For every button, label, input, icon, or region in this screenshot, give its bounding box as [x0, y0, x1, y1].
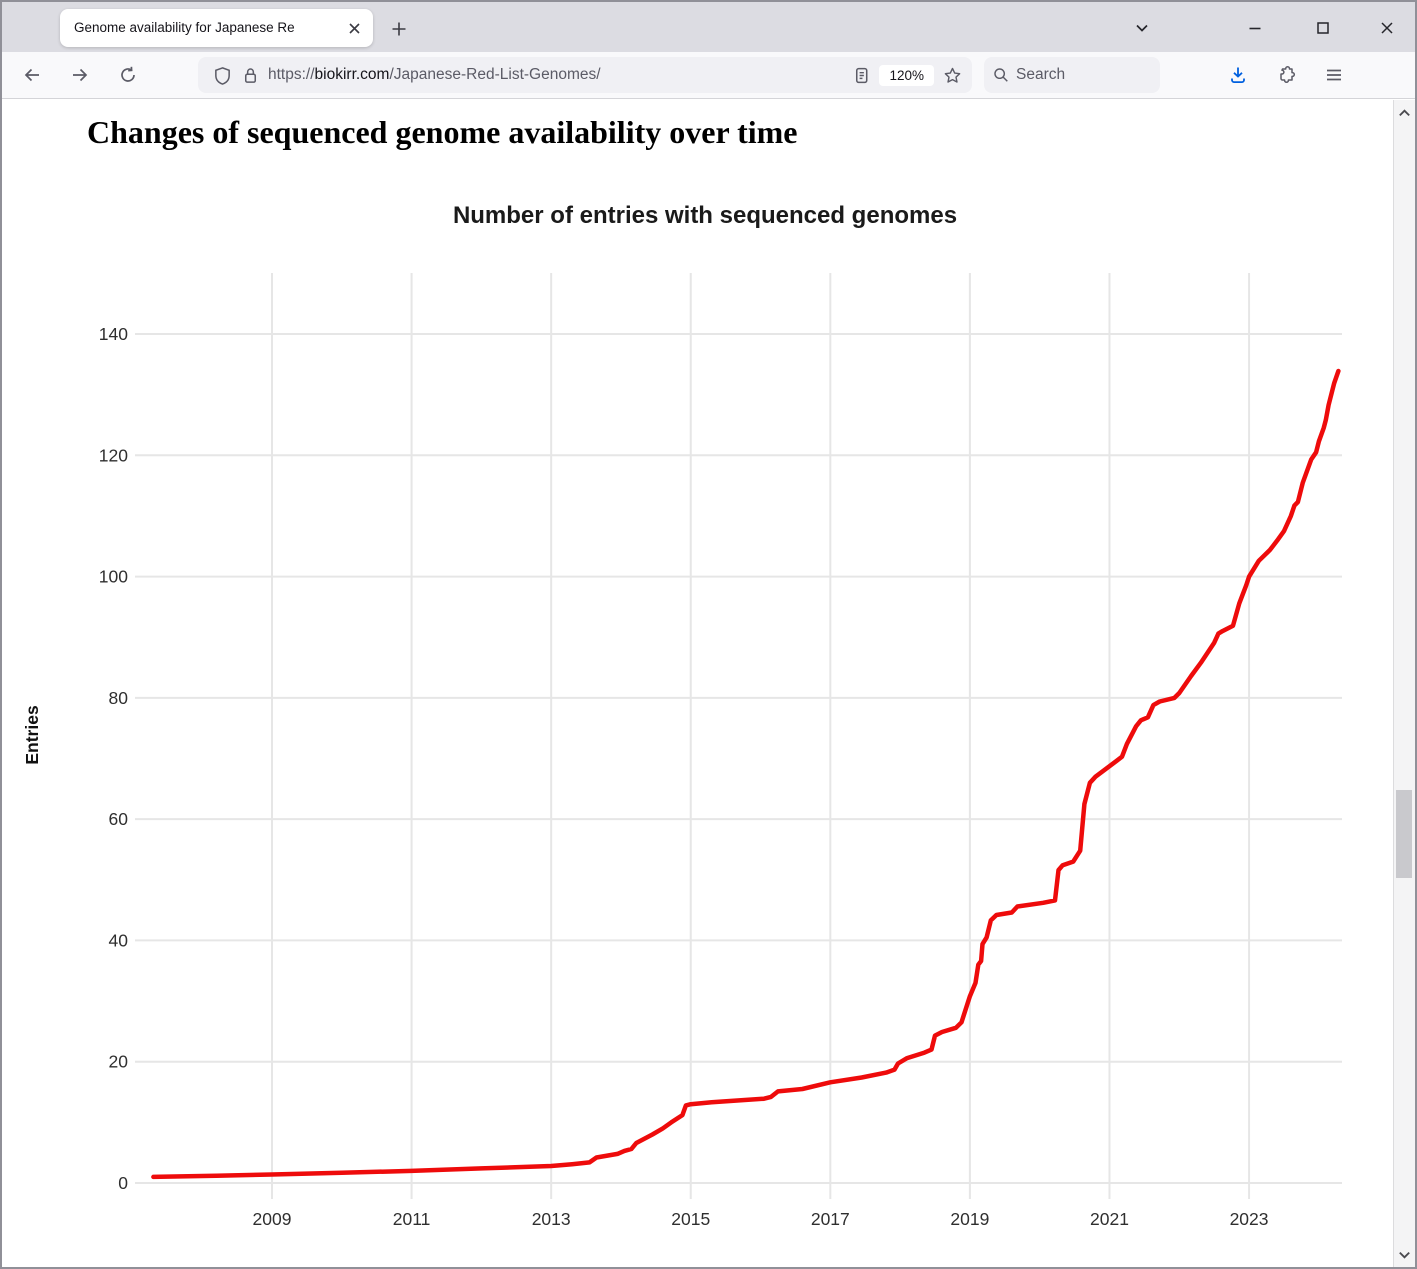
x-tick-label: 2011 — [393, 1209, 431, 1229]
maximize-icon — [1317, 22, 1329, 34]
reload-icon — [121, 66, 135, 82]
y-tick-label: 140 — [99, 324, 128, 344]
y-tick-label: 60 — [109, 809, 129, 829]
back-icon — [24, 68, 39, 82]
x-tick-label: 2023 — [1230, 1209, 1269, 1229]
url-bar[interactable]: https://biokirr.com/Japanese-Red-List-Ge… — [198, 57, 972, 93]
search-icon — [994, 68, 1008, 82]
search-placeholder: Search — [1016, 66, 1066, 83]
tab-close-button[interactable] — [343, 17, 365, 39]
reload-button[interactable] — [110, 57, 146, 93]
y-tick-label: 20 — [109, 1052, 129, 1072]
close-icon — [348, 22, 360, 34]
scroll-down-button[interactable] — [1394, 1243, 1415, 1265]
y-tick-label: 120 — [99, 445, 128, 465]
url-path: /Japanese-Red-List-Genomes/ — [389, 66, 601, 83]
chart-canvas: 2009 2011 2013 2015 2017 2019 2021 2023 0 20 40 60 8… — [99, 273, 1342, 1229]
page-content: Changes of sequenced genome availability… — [2, 100, 1415, 1267]
url-domain: biokirr.com — [314, 66, 390, 83]
y-tick-label: 100 — [99, 567, 128, 587]
x-tick-label: 2009 — [253, 1209, 292, 1229]
scroll-up-icon — [1399, 108, 1410, 116]
forward-button[interactable] — [62, 57, 98, 93]
url-scheme: https:// — [268, 66, 315, 83]
minimize-icon — [1249, 27, 1261, 30]
chart-title: Number of entries with sequenced genomes — [452, 202, 958, 229]
window-close-icon — [1381, 22, 1393, 34]
x-tick-label: 2021 — [1090, 1209, 1129, 1229]
bookmark-star-button[interactable] — [938, 61, 966, 89]
x-tick-label: 2019 — [950, 1209, 989, 1229]
vertical-scrollbar[interactable] — [1393, 100, 1415, 1267]
browser-tab[interactable]: Genome availability for Japanese Re — [60, 9, 373, 47]
forward-icon — [73, 68, 88, 82]
hamburger-menu-icon — [1327, 69, 1341, 81]
downloads-icon — [1231, 67, 1245, 83]
maximize-button[interactable] — [1308, 14, 1338, 42]
plus-icon — [392, 22, 406, 36]
x-tick-label: 2015 — [671, 1209, 710, 1229]
scroll-down-icon — [1399, 1251, 1410, 1259]
puzzle-piece-icon — [1280, 65, 1296, 84]
reader-mode-icon — [855, 67, 868, 83]
data-line — [151, 368, 1341, 1180]
scroll-up-button[interactable] — [1394, 102, 1415, 124]
reader-mode-button[interactable] — [847, 61, 875, 89]
tracking-shield-icon[interactable] — [208, 61, 236, 89]
url-text: https://biokirr.com/Japanese-Red-List-Ge… — [268, 66, 847, 84]
lock-icon[interactable] — [236, 61, 264, 89]
menu-button[interactable] — [1316, 57, 1352, 93]
back-button[interactable] — [14, 57, 50, 93]
chevron-down-icon — [1136, 24, 1148, 32]
page-title: Changes of sequenced genome availability… — [87, 114, 798, 150]
x-tick-label: 2013 — [532, 1209, 571, 1229]
list-all-tabs-button[interactable] — [1127, 14, 1157, 42]
tab-strip: Genome availability for Japanese Re — [2, 2, 1415, 52]
tab-title: Genome availability for Japanese Re — [74, 19, 343, 37]
navigation-toolbar: https://biokirr.com/Japanese-Red-List-Ge… — [2, 52, 1415, 99]
y-tick-label: 40 — [109, 930, 129, 950]
y-tick-label: 0 — [118, 1173, 128, 1193]
extensions-button[interactable] — [1268, 57, 1304, 93]
search-box[interactable]: Search — [984, 57, 1160, 93]
star-icon — [944, 67, 960, 83]
zoom-level-badge[interactable]: 120% — [879, 64, 934, 86]
minimize-button[interactable] — [1240, 14, 1270, 42]
scrollbar-thumb[interactable] — [1396, 790, 1412, 878]
new-tab-button[interactable] — [386, 16, 412, 42]
y-tick-label: 80 — [109, 688, 129, 708]
downloads-button[interactable] — [1220, 57, 1256, 93]
x-tick-label: 2017 — [811, 1209, 850, 1229]
window-close-button[interactable] — [1372, 14, 1402, 42]
